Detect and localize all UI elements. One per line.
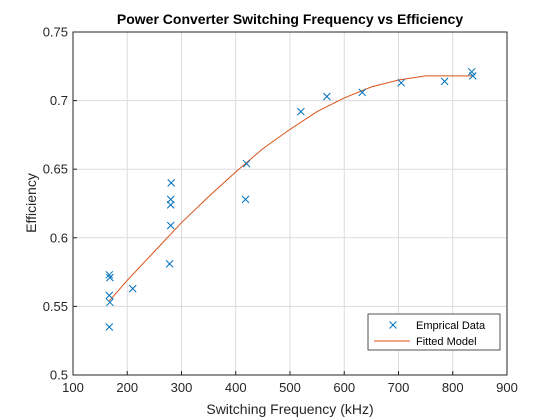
data-point (165, 260, 174, 268)
legend-label-fitted: Fitted Model (416, 336, 477, 348)
data-point (167, 179, 176, 187)
data-point (105, 291, 114, 300)
data-point (166, 195, 175, 204)
x-tick-label: 300 (171, 380, 193, 395)
plot-border (72, 31, 508, 376)
x-tick-label: 100 (62, 380, 84, 395)
y-tick-label: 0.6 (50, 230, 68, 245)
data-point (105, 323, 114, 331)
x-tick-label: 200 (116, 380, 138, 395)
data-point (397, 78, 406, 87)
data-point (440, 77, 449, 86)
data-point (106, 273, 114, 282)
x-tick-label: 500 (279, 380, 301, 395)
y-tick-label: 0.7 (50, 93, 68, 108)
y-tick-label: 0.65 (43, 162, 68, 177)
x-tick-label: 900 (496, 380, 518, 395)
legend-marker-empirical (389, 321, 397, 329)
x-axis-label: Switching Frequency (kHz) (206, 401, 373, 417)
chart-title: Power Converter Switching Frequency vs E… (117, 11, 463, 27)
y-tick-label: 0.5 (50, 368, 68, 383)
data-point (297, 107, 305, 116)
x-tick-label: 800 (442, 380, 464, 395)
data-point (166, 221, 175, 230)
fitted-model-layer (108, 75, 473, 302)
y-tick-label: 0.55 (43, 299, 68, 314)
x-tick-label: 400 (225, 380, 247, 395)
data-points-layer (105, 67, 477, 331)
data-point (106, 298, 114, 307)
legend-label-empirical: Emprical Data (416, 320, 486, 332)
data-point (468, 72, 477, 80)
data-point (105, 270, 114, 279)
data-point (358, 88, 367, 97)
x-tick-label: 600 (333, 380, 355, 395)
y-tick-label: 0.75 (43, 25, 68, 40)
x-tick-label: 700 (388, 380, 410, 395)
y-axis-label: Efficiency (23, 173, 39, 233)
legend-box (367, 313, 501, 351)
data-point (241, 195, 250, 204)
data-point (166, 201, 175, 209)
data-point (128, 284, 137, 293)
fitted-model-line (108, 75, 473, 302)
legend: Emprical Data Fitted Model (367, 313, 501, 351)
tick-labels: 100 200 300 400 500 600 700 800 900 0.5 0.55 0.6 0.6… (43, 25, 518, 396)
data-point (323, 92, 331, 101)
data-point (242, 159, 251, 168)
